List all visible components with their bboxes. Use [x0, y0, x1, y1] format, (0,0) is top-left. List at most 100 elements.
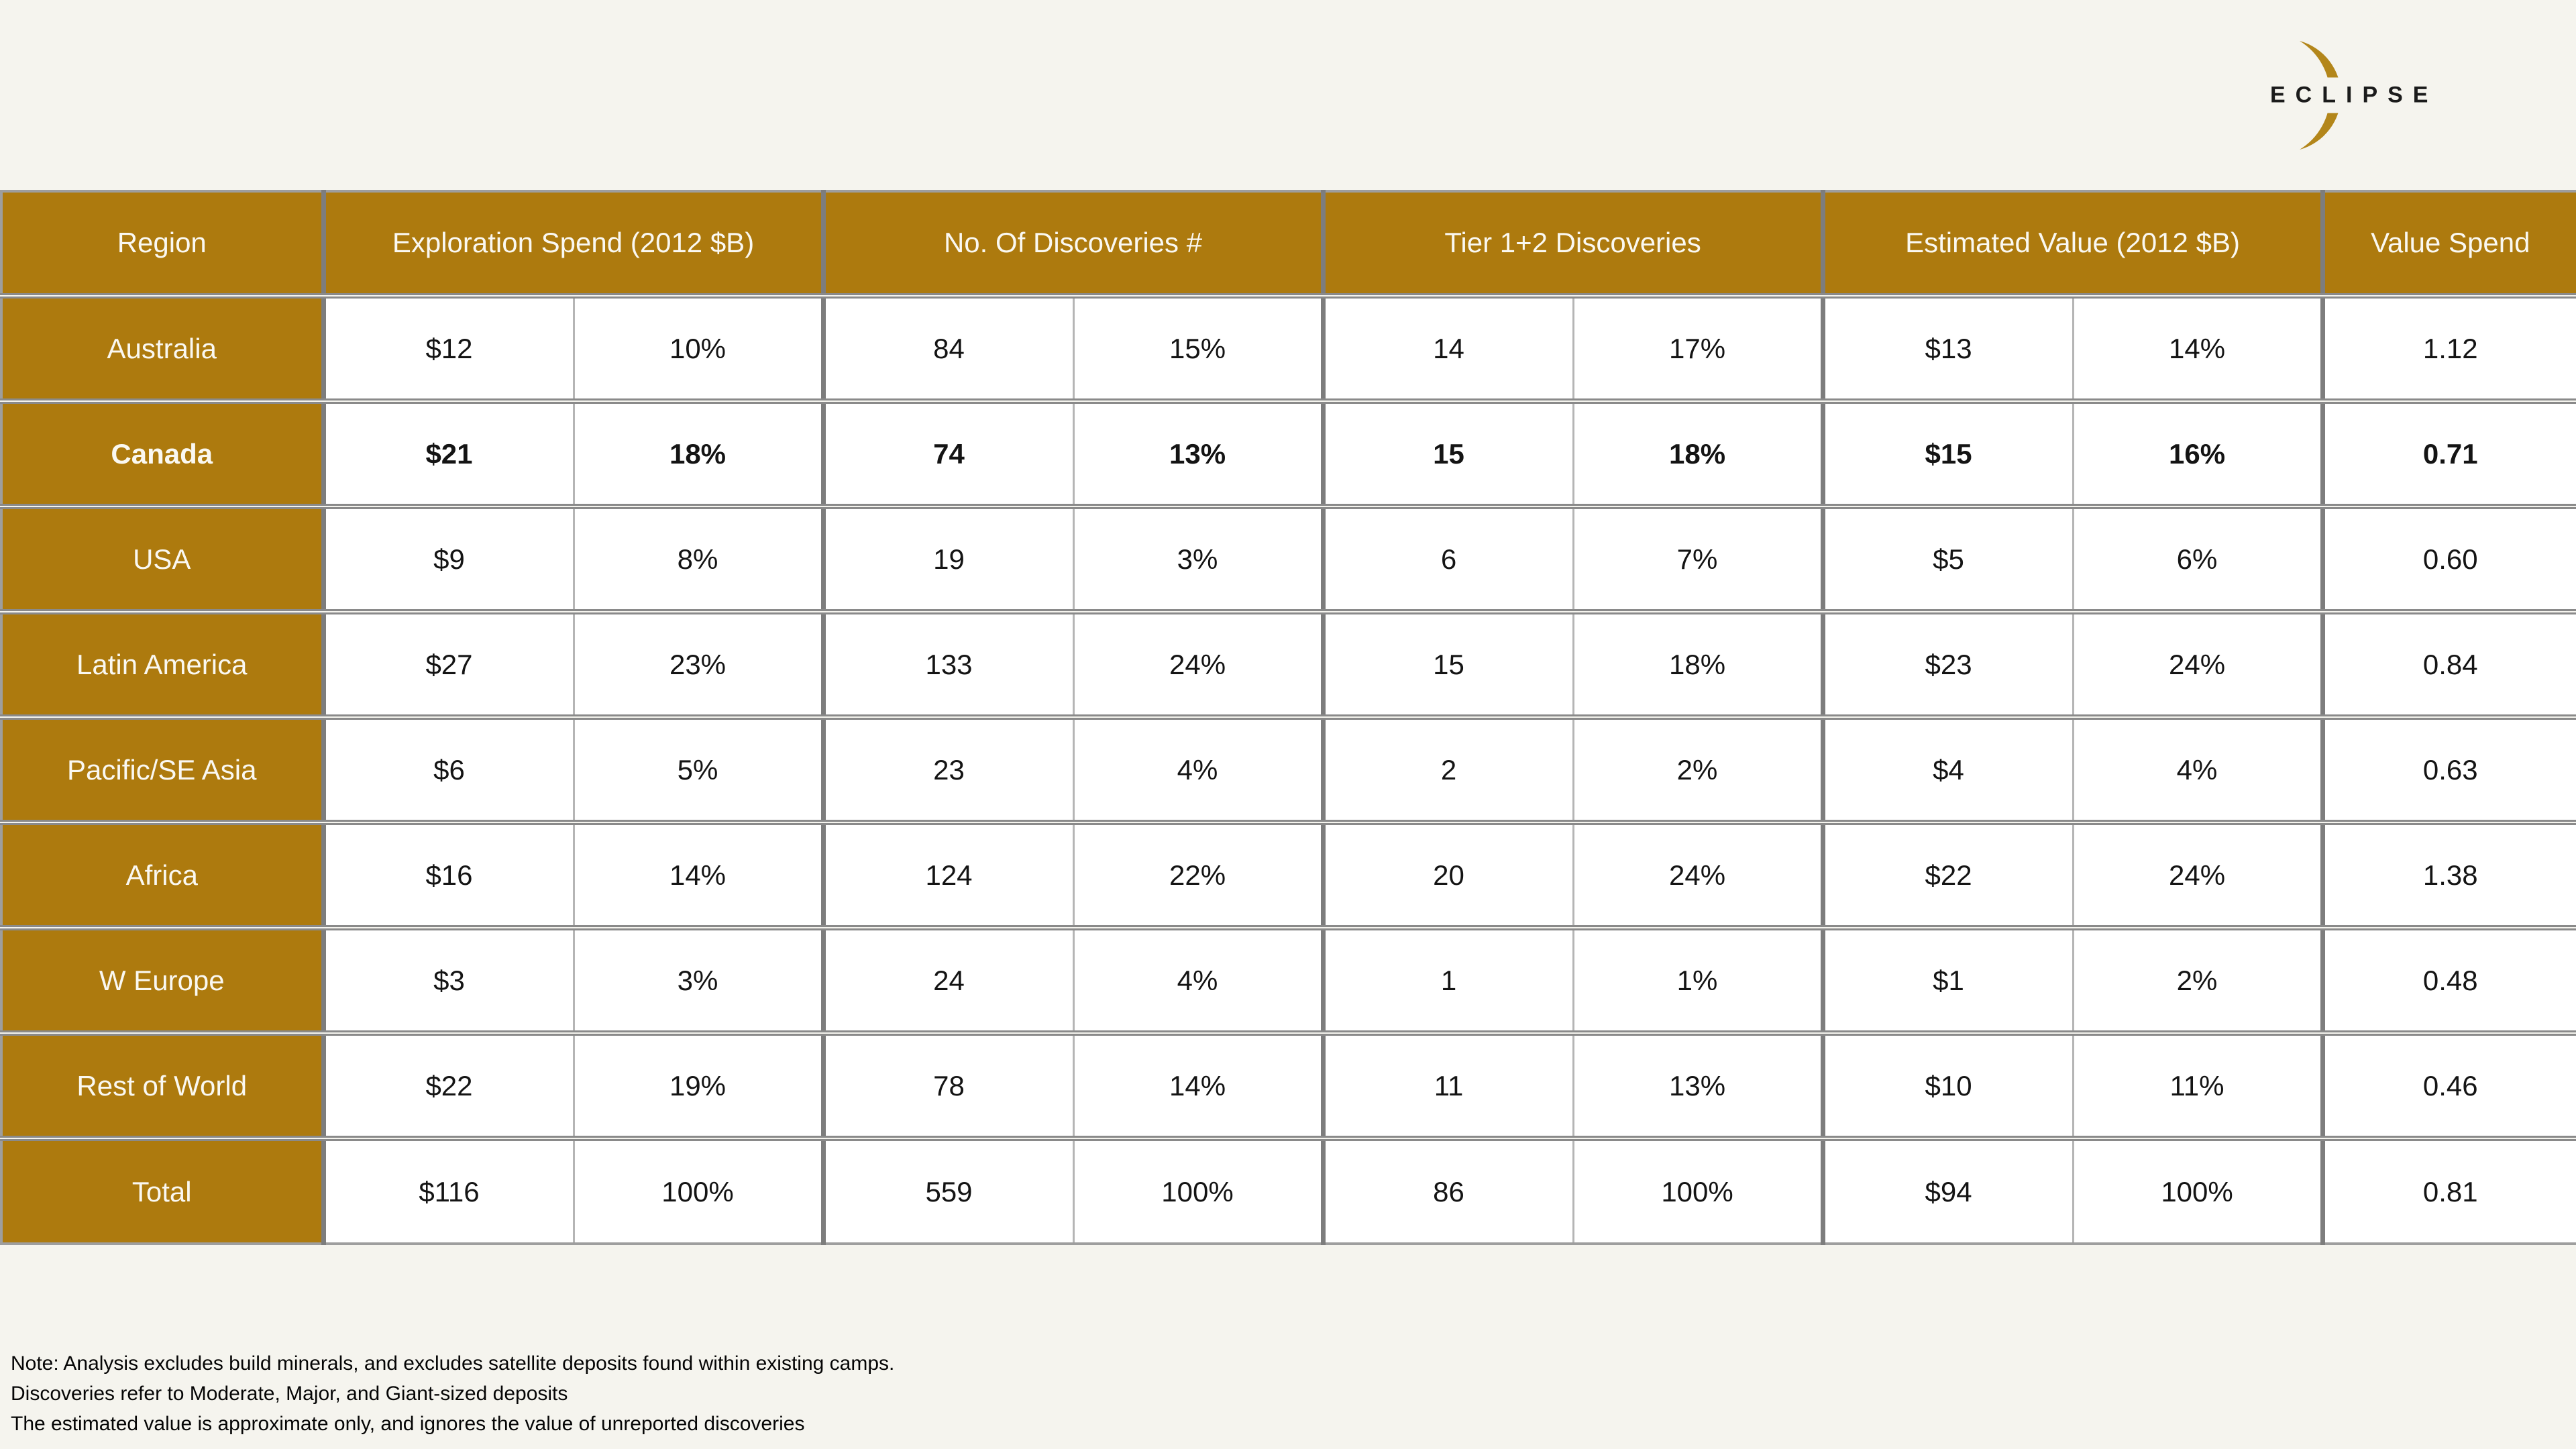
data-cell: 22%: [1073, 822, 1326, 928]
exploration-table: Region Exploration Spend (2012 $B) No. O…: [0, 190, 2576, 1245]
data-cell: 1: [1323, 928, 1574, 1033]
data-cell: 2%: [2073, 928, 2325, 1033]
data-cell: 78: [823, 1033, 1075, 1138]
table-row: Rest of World $22 19% 78 14% 11 13% $10 11% 0.46: [1, 1033, 2576, 1138]
data-cell: 124: [823, 822, 1075, 928]
data-cell: $27: [323, 612, 575, 717]
data-cell: 3%: [574, 928, 826, 1033]
data-cell: 15%: [1073, 296, 1326, 401]
data-cell: 13%: [1073, 401, 1326, 506]
region-cell: Pacific/SE Asia: [1, 717, 326, 822]
crescent-moon-icon: [2300, 41, 2341, 150]
data-cell: $9: [323, 506, 575, 612]
col-header-estimated-value: Estimated Value (2012 $B): [1823, 191, 2325, 296]
table-row: USA $9 8% 19 3% 6 7% $5 6% 0.60: [1, 506, 2576, 612]
data-cell: $10: [1823, 1033, 2074, 1138]
region-cell: Canada: [1, 401, 326, 506]
data-cell: 13%: [1573, 1033, 1825, 1138]
data-cell: $5: [1823, 506, 2074, 612]
data-cell: 86: [1323, 1138, 1574, 1244]
table-row: Australia $12 10% 84 15% 14 17% $13 14% 1.12: [1, 296, 2576, 401]
data-cell: 18%: [1573, 401, 1825, 506]
note-line: Discoveries refer to Moderate, Major, an…: [11, 1383, 568, 1405]
data-cell: $3: [323, 928, 575, 1033]
data-cell: 18%: [1573, 612, 1825, 717]
data-cell: $23: [1823, 612, 2074, 717]
header-row: Region Exploration Spend (2012 $B) No. O…: [1, 191, 2576, 296]
logo-text: ECLIPSE: [2267, 77, 2438, 113]
data-cell: 19: [823, 506, 1075, 612]
data-cell: $15: [1823, 401, 2074, 506]
data-cell: 24%: [2073, 822, 2325, 928]
region-cell: Australia: [1, 296, 326, 401]
eclipse-logo: ECLIPSE: [2267, 38, 2445, 153]
data-cell: 100%: [2073, 1138, 2325, 1244]
data-cell: 100%: [1073, 1138, 1326, 1244]
data-cell: 15: [1323, 612, 1574, 717]
data-cell: 0.48: [2322, 928, 2576, 1033]
data-cell: $16: [323, 822, 575, 928]
data-cell: 19%: [574, 1033, 826, 1138]
data-cell: $21: [323, 401, 575, 506]
data-cell: 24%: [1573, 822, 1825, 928]
data-cell: $13: [1823, 296, 2074, 401]
table-row: Total $116 100% 559 100% 86 100% $94 100% 0.81: [1, 1138, 2576, 1244]
table-body: Australia $12 10% 84 15% 14 17% $13 14% 1.12 Canad…: [1, 296, 2576, 1244]
data-cell: $22: [323, 1033, 575, 1138]
note-line: Note: Analysis excludes build minerals, …: [11, 1352, 895, 1375]
data-cell: 23%: [574, 612, 826, 717]
col-header-value-spend: Value Spend: [2322, 191, 2576, 296]
region-cell: USA: [1, 506, 326, 612]
data-cell: 15: [1323, 401, 1574, 506]
data-cell: 100%: [574, 1138, 826, 1244]
table-row: Africa $16 14% 124 22% 20 24% $22 24% 1.38: [1, 822, 2576, 928]
data-cell: 8%: [574, 506, 826, 612]
data-cell: 559: [823, 1138, 1075, 1244]
data-cell: 24: [823, 928, 1075, 1033]
region-cell: Total: [1, 1138, 326, 1244]
table-row: Canada $21 18% 74 13% 15 18% $15 16% 0.71: [1, 401, 2576, 506]
data-cell: 4%: [2073, 717, 2325, 822]
data-cell: 24%: [2073, 612, 2325, 717]
data-cell: 133: [823, 612, 1075, 717]
region-cell: Rest of World: [1, 1033, 326, 1138]
footnotes: Note: Analysis excludes build minerals, …: [11, 1348, 894, 1439]
note-line: The estimated value is approximate only,…: [11, 1413, 805, 1435]
data-cell: 24%: [1073, 612, 1326, 717]
data-cell: 10%: [574, 296, 826, 401]
data-cell: 14%: [574, 822, 826, 928]
data-cell: $1: [1823, 928, 2074, 1033]
data-cell: 20: [1323, 822, 1574, 928]
data-cell: 0.46: [2322, 1033, 2576, 1138]
data-cell: 1.12: [2322, 296, 2576, 401]
table-row: W Europe $3 3% 24 4% 1 1% $1 2% 0.48: [1, 928, 2576, 1033]
data-cell: 18%: [574, 401, 826, 506]
data-cell: 0.60: [2322, 506, 2576, 612]
data-cell: $12: [323, 296, 575, 401]
data-cell: 16%: [2073, 401, 2325, 506]
data-cell: 2: [1323, 717, 1574, 822]
data-cell: 14: [1323, 296, 1574, 401]
data-cell: 1.38: [2322, 822, 2576, 928]
data-cell: 5%: [574, 717, 826, 822]
data-cell: 4%: [1073, 717, 1326, 822]
data-cell: 11%: [2073, 1033, 2325, 1138]
table-row: Latin America $27 23% 133 24% 15 18% $23 24% 0.84: [1, 612, 2576, 717]
data-cell: 11: [1323, 1033, 1574, 1138]
data-cell: 14%: [2073, 296, 2325, 401]
data-cell: 6%: [2073, 506, 2325, 612]
data-cell: 0.63: [2322, 717, 2576, 822]
data-cell: 1%: [1573, 928, 1825, 1033]
data-cell: $94: [1823, 1138, 2074, 1244]
col-header-tier-discoveries: Tier 1+2 Discoveries: [1323, 191, 1825, 296]
data-cell: 6: [1323, 506, 1574, 612]
data-cell: 14%: [1073, 1033, 1326, 1138]
table-row: Pacific/SE Asia $6 5% 23 4% 2 2% $4 4% 0.63: [1, 717, 2576, 822]
data-cell: 0.71: [2322, 401, 2576, 506]
col-header-exploration-spend: Exploration Spend (2012 $B): [323, 191, 826, 296]
data-cell: 74: [823, 401, 1075, 506]
data-cell: 2%: [1573, 717, 1825, 822]
data-cell: 7%: [1573, 506, 1825, 612]
data-cell: $22: [1823, 822, 2074, 928]
data-cell: $6: [323, 717, 575, 822]
